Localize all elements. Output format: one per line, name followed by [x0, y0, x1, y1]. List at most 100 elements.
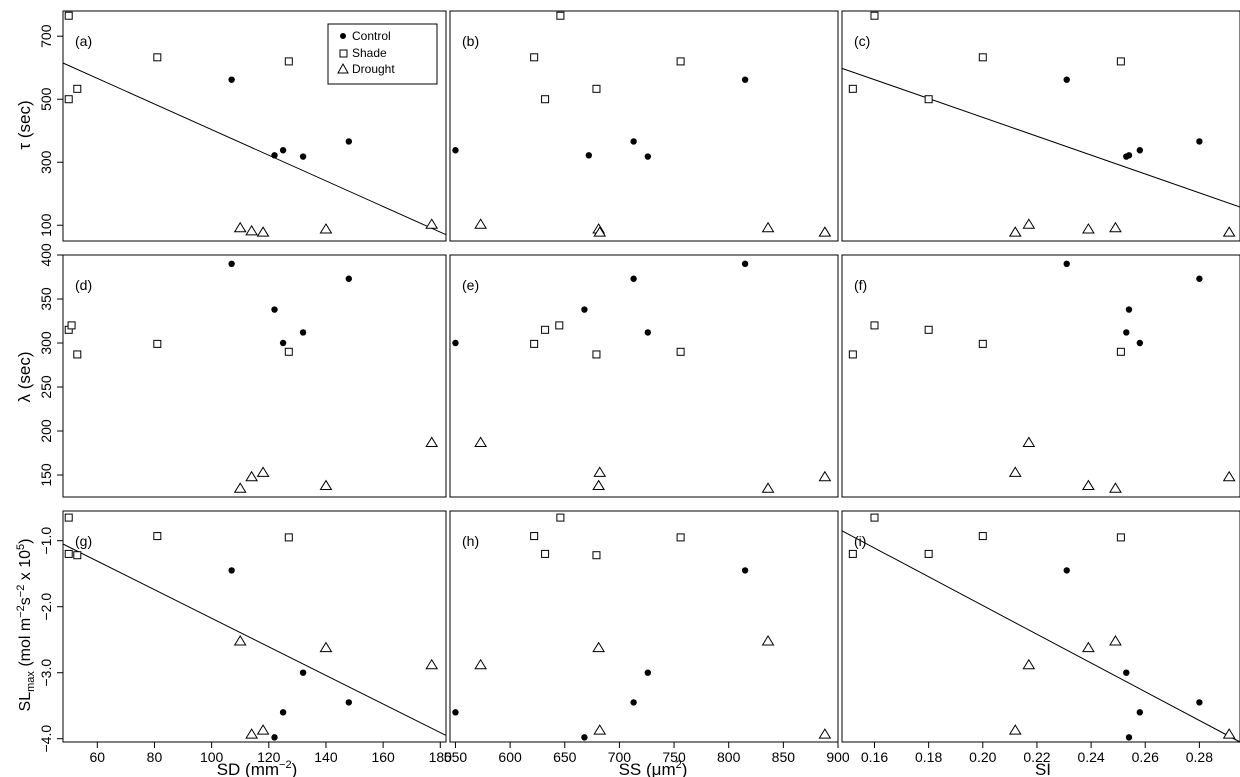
panel-frame: [449, 10, 839, 242]
point-shade: [67, 321, 76, 330]
point-control: [630, 138, 637, 145]
point-control: [345, 138, 353, 145]
regression-line: [841, 530, 1240, 743]
x-tick-label: 750: [662, 749, 686, 765]
y-axis-title-tau: τ (sec): [15, 100, 34, 149]
point-shade: [284, 347, 293, 356]
point-shade: [541, 95, 550, 104]
panel-f: (f): [841, 254, 1240, 498]
point-control: [345, 699, 353, 706]
x-tick-label: 700: [608, 749, 632, 765]
point-shade: [676, 347, 685, 356]
x-tick-label: 60: [90, 749, 106, 765]
x-tick-label: 650: [553, 749, 577, 765]
point-shade: [848, 350, 857, 359]
point-shade: [1116, 533, 1125, 542]
point-drought: [474, 658, 487, 670]
point-shade: [1116, 347, 1125, 356]
x-tick-label: 900: [826, 749, 850, 765]
panels-group: (a) 100 300 500 700 (b) (c) (d) 150 200 250 300 350 4…: [38, 10, 1240, 765]
panel-label: (g): [75, 533, 92, 549]
point-drought: [1222, 728, 1236, 739]
x-tick-label: 0.16: [861, 749, 888, 765]
point-drought: [593, 724, 607, 735]
point-shade: [555, 321, 564, 330]
point-drought: [1022, 658, 1036, 670]
x-tick-label: 0.24: [1077, 749, 1104, 765]
point-shade: [64, 513, 73, 522]
y-tick-label: 400: [38, 243, 54, 267]
point-control: [1136, 147, 1144, 154]
point-shade: [73, 84, 82, 93]
point-drought: [818, 470, 832, 482]
point-drought: [233, 482, 247, 493]
point-control: [1063, 260, 1070, 267]
y-tick-label: 200: [38, 419, 54, 443]
point-control: [644, 153, 652, 160]
point-drought: [256, 724, 270, 735]
panel-frame: [62, 254, 447, 498]
y-tick-label: 700: [38, 24, 54, 48]
legend-marker-drought: [337, 62, 349, 74]
panel-d: (d) 150 200 250 300 350 400: [38, 243, 447, 498]
y-tick-label: 300: [38, 331, 54, 355]
point-drought: [818, 226, 832, 237]
point-control: [299, 153, 307, 160]
x-tick-label: 120: [257, 749, 281, 765]
point-drought: [593, 466, 607, 477]
y-tick-label: 250: [38, 375, 54, 399]
panel-frame: [841, 254, 1240, 498]
legend: Control Shade Drought: [327, 23, 438, 85]
point-drought: [319, 641, 333, 653]
point-drought: [1081, 641, 1095, 653]
point-control: [1063, 567, 1070, 574]
panel-c: (c): [841, 10, 1240, 242]
x-tick-label: 80: [147, 749, 163, 765]
x-tick-label: 0.28: [1186, 749, 1213, 765]
point-drought: [474, 218, 487, 229]
point-drought: [818, 728, 832, 739]
point-control: [741, 260, 749, 267]
point-shade: [870, 513, 879, 522]
point-shade: [284, 533, 293, 542]
point-control: [1136, 709, 1144, 716]
panel-frame: [841, 10, 1240, 242]
point-drought: [1222, 226, 1236, 237]
point-drought: [1109, 482, 1122, 493]
point-shade: [73, 350, 82, 359]
point-control: [644, 329, 652, 336]
panel-label: (h): [462, 533, 479, 549]
point-control: [452, 147, 459, 154]
legend-label-drought: Drought: [352, 62, 395, 76]
point-control: [630, 699, 637, 706]
panel-i: (i)0.160.180.200.220.240.260.28: [841, 510, 1240, 765]
point-control: [581, 306, 588, 313]
point-drought: [425, 658, 439, 670]
panel-frame: [449, 510, 839, 743]
y-axis-title-lambda: λ (sec): [15, 352, 34, 403]
point-drought: [425, 218, 439, 229]
point-shade: [530, 53, 539, 62]
point-control: [452, 339, 459, 347]
point-drought: [1081, 223, 1095, 234]
point-shade: [556, 11, 565, 20]
point-control: [1125, 734, 1133, 741]
x-axis-title-sd: SD (mm−2): [217, 759, 298, 777]
point-shade: [64, 549, 73, 558]
x-tick-label: 0.18: [915, 749, 942, 765]
point-drought: [592, 641, 606, 653]
panel-frame: [449, 254, 839, 498]
panel-label: (c): [854, 33, 870, 49]
point-shade: [541, 549, 550, 558]
panel-frame: [62, 510, 447, 743]
point-control: [271, 306, 278, 313]
point-drought: [1022, 218, 1036, 229]
point-shade: [848, 549, 857, 558]
point-shade: [924, 549, 933, 558]
panel-label: (f): [854, 277, 867, 293]
point-shade: [64, 95, 73, 104]
point-shade: [64, 11, 73, 20]
point-control: [345, 275, 353, 282]
point-shade: [592, 551, 601, 560]
